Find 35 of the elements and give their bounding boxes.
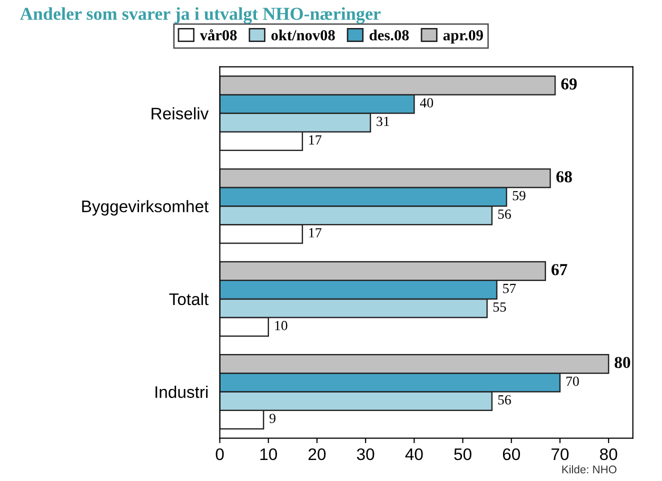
x-tick-label: 10 (260, 448, 277, 460)
data-label: 56 (498, 210, 511, 219)
x-tick-label: 60 (502, 448, 520, 460)
x-tick-label: 70 (552, 448, 569, 460)
x-tick-label: 80 (600, 448, 618, 460)
chart-title: Andeler som svarer ja i utvalgt NHO-næringer (20, 7, 381, 24)
data-label: 69 (561, 78, 577, 90)
data-label: 70 (566, 376, 579, 386)
x-tick-label: 40 (405, 448, 423, 460)
data-label: 9 (270, 414, 276, 424)
y-tick-label: Byggevirksomhet (82, 200, 209, 216)
data-label: 17 (309, 228, 322, 238)
data-label: 55 (493, 302, 506, 312)
data-label: 31 (376, 116, 390, 126)
x-tick-label: 0 (216, 448, 224, 460)
y-tick-label: Totalt (169, 292, 209, 306)
legend-label: vår08 (200, 29, 237, 40)
legend-label: apr.09 (443, 30, 483, 44)
x-tick-label: 20 (308, 448, 326, 460)
data-label: 40 (420, 98, 434, 108)
y-tick-label: Reiseliv (152, 107, 209, 120)
x-tick-label: 30 (356, 448, 374, 460)
y-tick-label: Industri (156, 386, 208, 398)
data-label: 68 (556, 171, 572, 182)
legend-label: okt/nov08 (271, 30, 335, 40)
x-tick-label: 50 (454, 448, 472, 460)
data-label: 17 (309, 135, 322, 144)
text: Kilde: NHO (562, 465, 616, 474)
legend-label: des.08 (370, 30, 409, 40)
data-label: 67 (552, 264, 568, 276)
data-label: 80 (614, 356, 630, 368)
data-label: 59 (512, 190, 526, 200)
data-label: 56 (498, 395, 511, 405)
data-label: 57 (503, 284, 516, 294)
data-label: 10 (275, 320, 288, 330)
